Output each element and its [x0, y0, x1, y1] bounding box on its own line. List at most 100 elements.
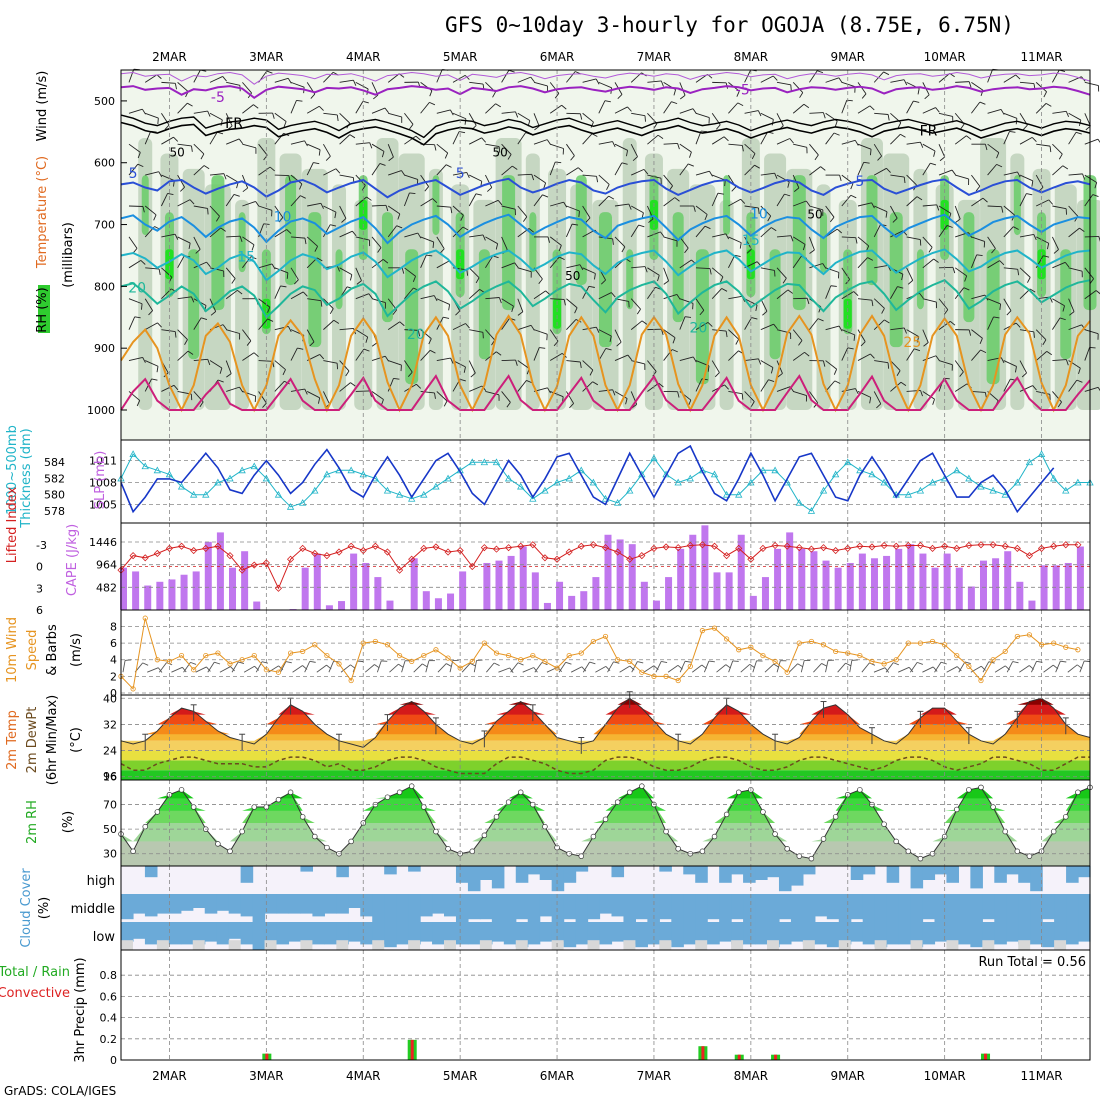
cloud-cell	[1066, 866, 1079, 883]
wind-barb	[874, 112, 889, 115]
wind-barb	[663, 236, 678, 242]
wind-barb-feather	[621, 246, 626, 253]
wind-barb-feather	[293, 279, 299, 285]
cloud-gap	[515, 940, 528, 950]
wind-barb	[387, 73, 400, 83]
wind-barb-feather	[723, 136, 729, 142]
wind-barb	[413, 663, 423, 673]
wind-barb	[161, 113, 170, 126]
isotherm-label: 5	[855, 174, 864, 190]
rh-marker	[772, 831, 778, 837]
cloud-cell	[1078, 866, 1091, 878]
lifted-index-marker	[650, 544, 658, 552]
wind-barb	[183, 662, 191, 673]
wind-barb-feather	[239, 236, 243, 243]
wind-barb-feather	[1026, 193, 1033, 196]
wind-barb-feather	[677, 143, 680, 150]
wind-barb	[533, 329, 548, 335]
wind-barb	[1052, 110, 1067, 114]
cloud-cell	[790, 894, 804, 922]
wind-barb-feather	[806, 298, 810, 305]
rh-shading-high	[1060, 249, 1072, 360]
wind-barb-feather	[627, 354, 632, 361]
wind-barb	[663, 142, 678, 145]
wind-barb-feather	[838, 77, 843, 84]
wind-barb	[469, 385, 483, 392]
wind-barb	[177, 102, 188, 114]
wind-barb	[420, 329, 432, 339]
wind-barb-feather	[1001, 206, 1004, 213]
wind-barb	[231, 661, 239, 673]
wind-speed-marker	[699, 628, 706, 634]
wind-barb	[533, 139, 548, 145]
wind-barb	[582, 133, 593, 145]
thickness-marker	[553, 478, 561, 486]
wind-barb-feather	[627, 106, 632, 112]
date-label-bottom: 9MAR	[830, 1069, 865, 1083]
rh-marker	[832, 814, 839, 820]
wind-barb	[177, 236, 191, 244]
wind-speed-marker	[191, 667, 197, 673]
wind-barb	[607, 661, 614, 673]
cloud-cell	[910, 894, 924, 922]
lifted-index-marker	[347, 542, 355, 550]
wind-barb-feather	[542, 194, 549, 198]
wind-barb-feather	[833, 368, 838, 375]
thickness-marker	[710, 470, 719, 478]
wind-barb-feather	[751, 153, 756, 160]
thickness-marker	[395, 490, 404, 498]
wind-barb-feather	[397, 213, 401, 220]
thickness-marker	[262, 474, 271, 482]
wind-barb	[355, 236, 370, 241]
wind-barb-feather	[466, 269, 469, 276]
rh-shading-max	[359, 199, 368, 230]
wind-barb-feather	[581, 666, 587, 672]
wind-barb	[776, 660, 781, 673]
wind-barb	[987, 260, 1000, 269]
temp-tick-label: 24	[103, 745, 117, 758]
wind-barb-feather	[660, 231, 665, 238]
wind-barb-feather	[935, 107, 940, 113]
wind-barb-feather	[768, 379, 775, 382]
wind-barb	[323, 143, 331, 157]
wind-barb-feather	[1032, 385, 1037, 391]
thickness-marker	[299, 498, 307, 506]
wind-barb-feather	[318, 149, 321, 156]
isotherm-label: 15	[237, 250, 255, 266]
wind-barb-feather	[517, 662, 524, 666]
wind-barb	[760, 227, 772, 238]
wind-barb	[304, 661, 311, 673]
cape-bar	[665, 577, 673, 610]
wind-barb	[193, 261, 207, 269]
footer-credit: GrADS: COLA/IGES	[4, 1084, 116, 1098]
wind-barb	[274, 112, 287, 122]
slp-tick-label: 1005	[89, 498, 117, 511]
wind-barb	[517, 298, 524, 312]
cloud-cell	[814, 894, 828, 917]
wind-barb	[1052, 261, 1066, 269]
lifted-index-marker	[541, 554, 549, 562]
cloud-cell	[970, 894, 983, 922]
rh-shading-max	[843, 298, 852, 329]
wind-barb-feather	[689, 151, 692, 158]
wind-barb	[473, 660, 477, 673]
wind-barb	[420, 349, 431, 361]
wind-barb	[631, 266, 646, 269]
wind-barb	[485, 103, 496, 114]
wind-barb	[307, 202, 322, 207]
wind-barb	[144, 131, 152, 145]
cloud-cell	[994, 894, 1007, 922]
cloud-cell	[228, 922, 242, 939]
cloud-cell	[432, 922, 445, 945]
cape-bar	[628, 544, 636, 610]
lifted-index-marker	[1037, 544, 1046, 552]
wind-speed-marker	[1038, 642, 1045, 648]
wind-speed-marker	[578, 650, 584, 656]
wind-barb-feather	[907, 280, 914, 285]
wind-barb-feather	[621, 162, 628, 165]
wind-barb	[1019, 360, 1027, 374]
wind-barb-feather	[1069, 311, 1075, 316]
wind-barb	[517, 360, 530, 369]
wind-barb-feather	[797, 663, 804, 668]
